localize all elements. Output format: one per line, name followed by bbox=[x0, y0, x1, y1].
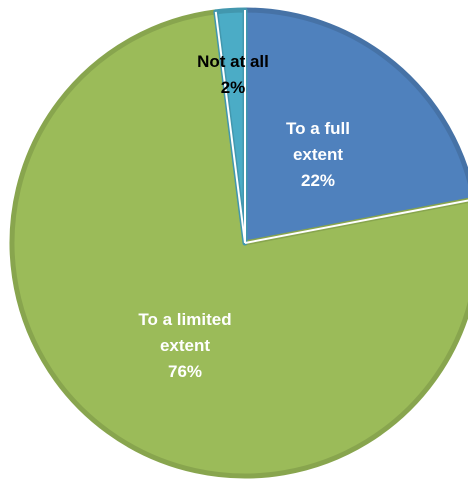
slice-separator bbox=[244, 199, 468, 244]
slice-value-label: 2% bbox=[221, 78, 246, 97]
slice-label: To a limited extent 76% bbox=[138, 310, 231, 381]
pie-slice bbox=[9, 9, 468, 479]
slice-separator bbox=[214, 11, 246, 244]
slice-category-label: extent bbox=[293, 145, 343, 164]
pie-slices bbox=[9, 7, 468, 479]
slice-category-label: To a full bbox=[286, 119, 350, 138]
slice-category-label: extent bbox=[160, 336, 210, 355]
pie-labels: To a full extent 22% To a limited extent 76% N… bbox=[138, 52, 350, 381]
pie-slice bbox=[242, 7, 468, 246]
slice-category-label: To a limited bbox=[138, 310, 231, 329]
slice-category-label: Not at all bbox=[197, 52, 269, 71]
slice-value-label: 76% bbox=[168, 362, 202, 381]
slice-label: To a full extent 22% bbox=[286, 119, 350, 190]
slice-value-label: 22% bbox=[301, 171, 335, 190]
slice-label: Not at all 2% bbox=[197, 52, 269, 97]
